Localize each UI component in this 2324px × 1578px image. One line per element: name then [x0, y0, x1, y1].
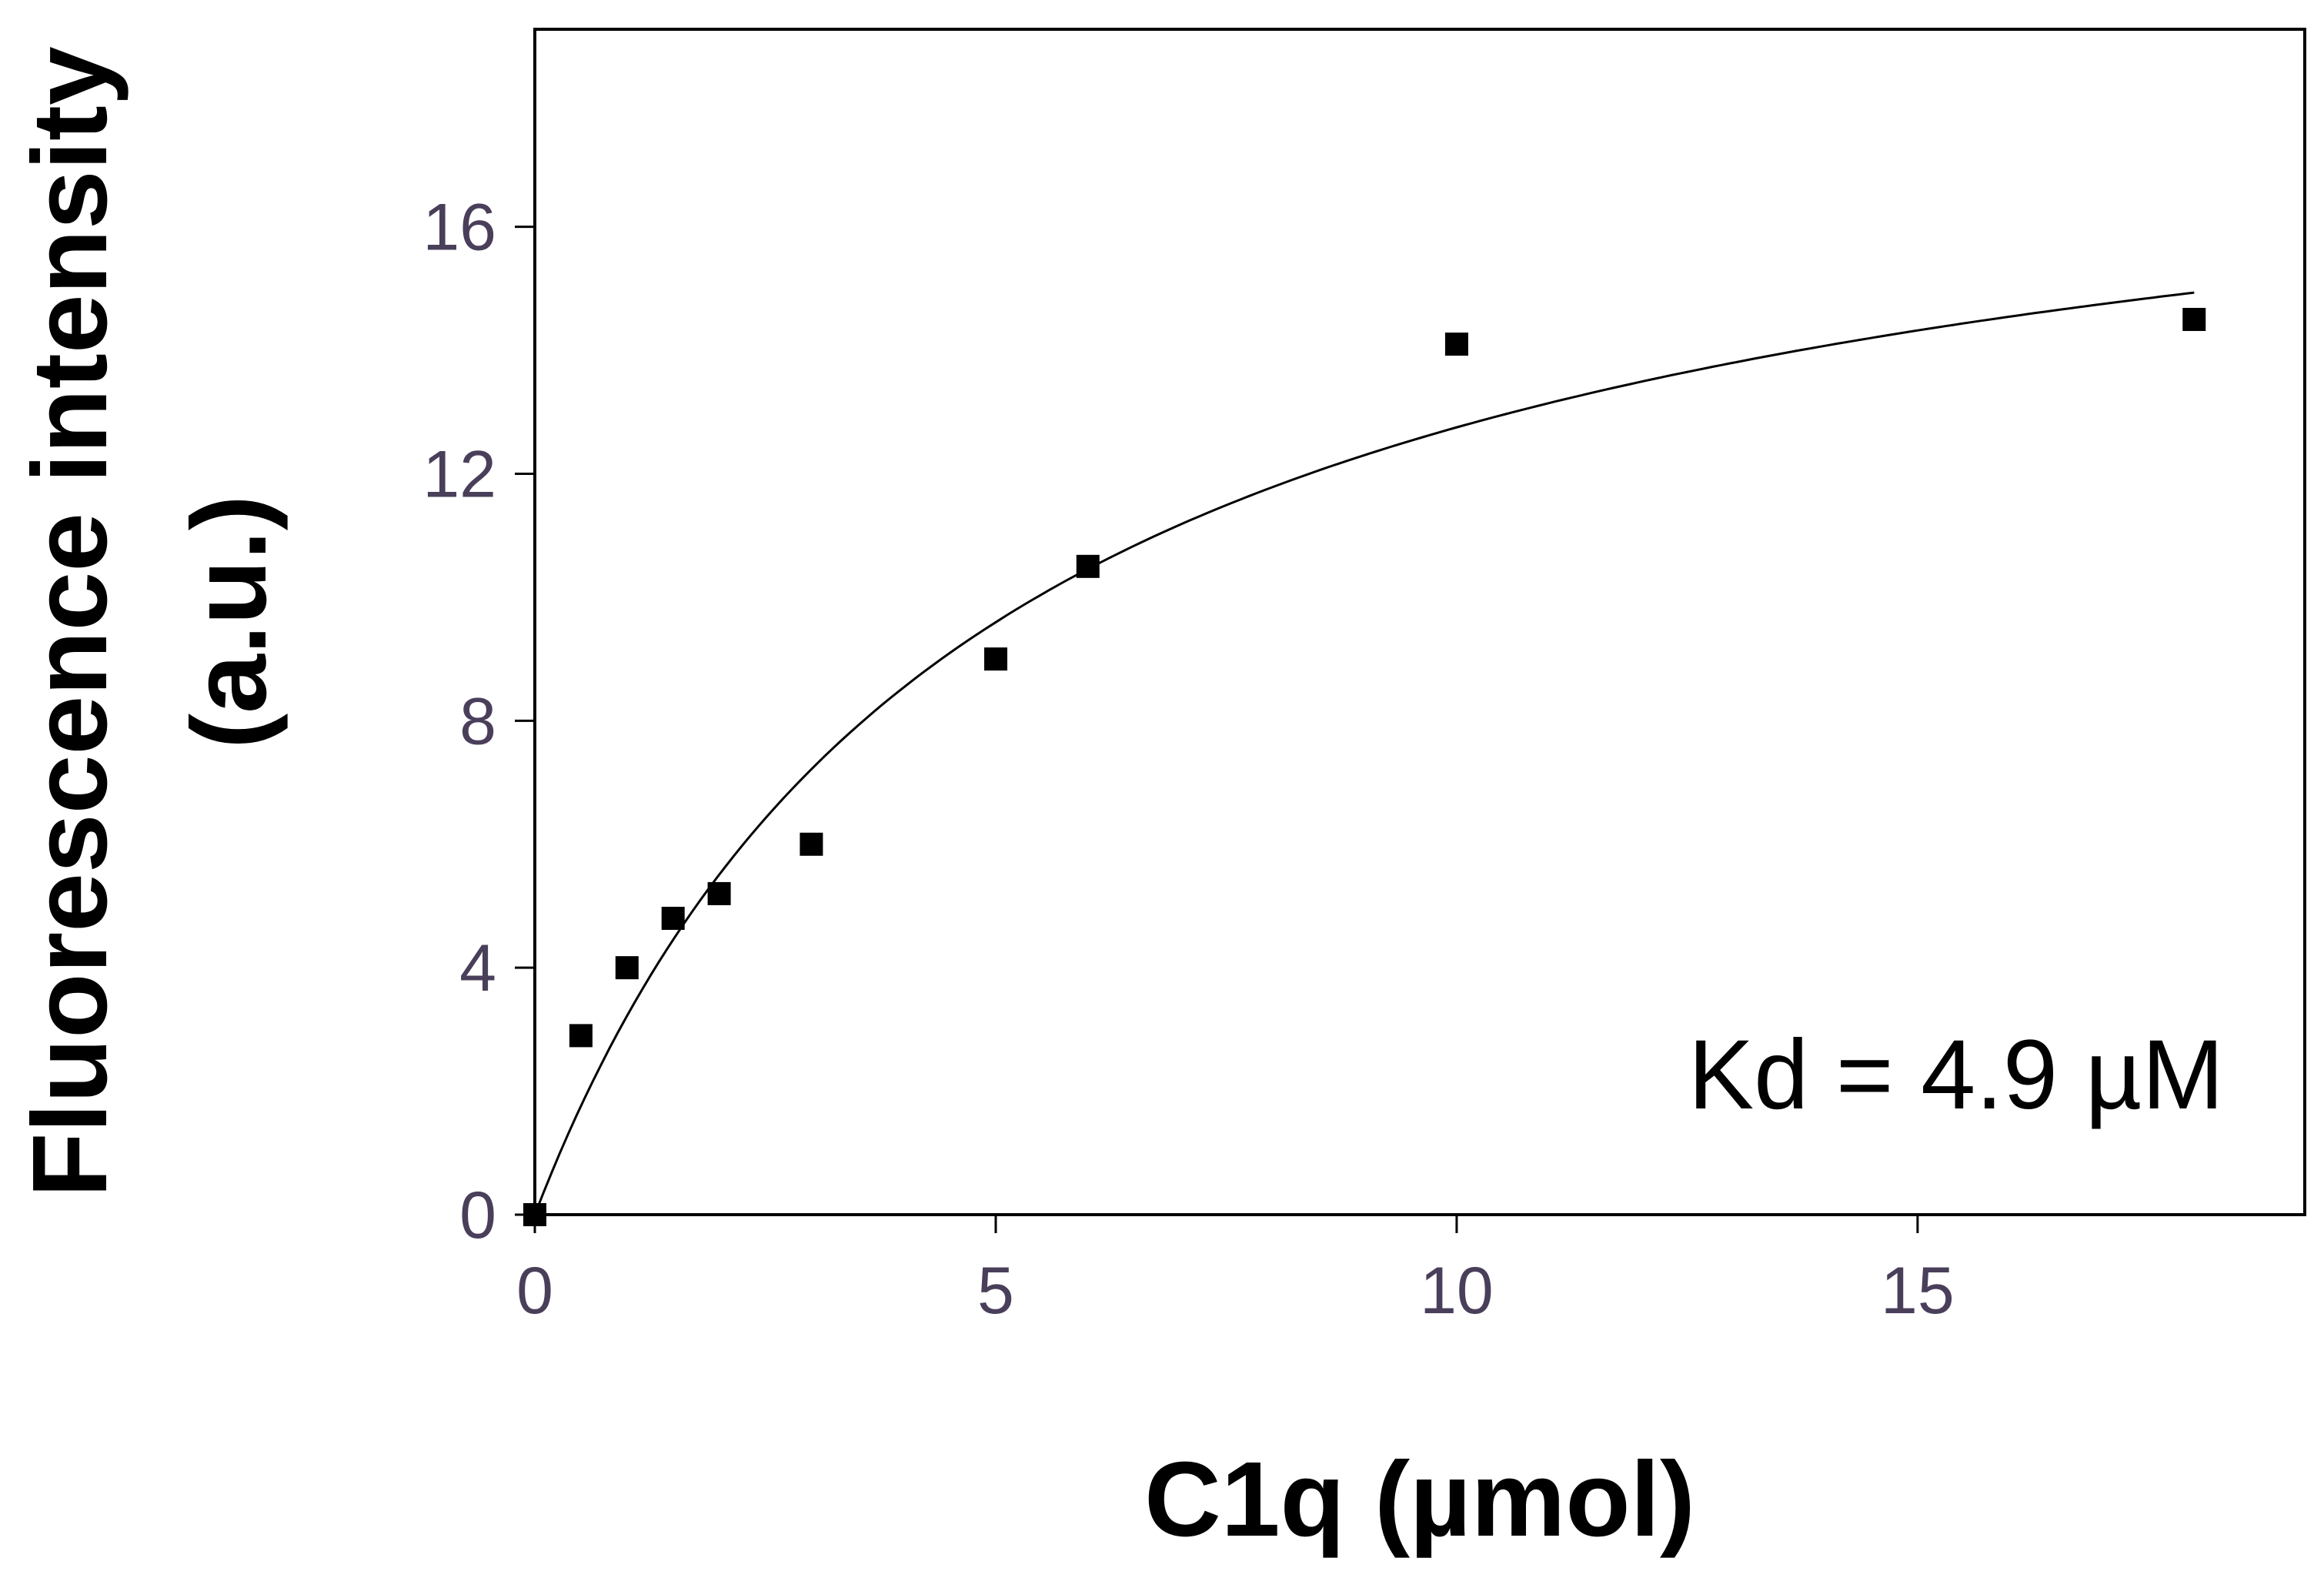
plot-frame [533, 28, 2306, 1216]
data-point [2182, 307, 2206, 331]
data-points [523, 307, 2206, 1226]
y-tick-label: 4 [459, 931, 496, 1005]
y-axis-title: Fluorescence intensity [11, 46, 129, 1198]
x-axis-title: C1q (µmol) [1144, 1440, 1695, 1559]
x-tick-label: 10 [1420, 1254, 1494, 1328]
x-axis-ticks: 0 5 10 15 [516, 1215, 1955, 1328]
kd-annotation: Kd = 4.9 µM [1688, 1020, 2224, 1130]
x-tick-label: 5 [977, 1254, 1014, 1328]
x-tick-label: 15 [1881, 1254, 1955, 1328]
data-point [523, 1203, 546, 1226]
data-point [1444, 333, 1468, 356]
x-tick-label: 0 [516, 1254, 553, 1328]
y-tick-label: 16 [422, 191, 496, 265]
y-tick-label: 12 [422, 438, 496, 512]
data-point [661, 907, 685, 930]
data-point [707, 881, 731, 905]
y-axis-unit: (a.u.) [170, 495, 289, 749]
data-point [1076, 554, 1100, 578]
data-point [569, 1024, 593, 1048]
data-point [615, 956, 639, 980]
data-point [983, 647, 1007, 671]
y-tick-label: 0 [459, 1178, 496, 1252]
y-tick-label: 8 [459, 684, 496, 758]
fit-curve [533, 291, 2195, 1215]
y-axis-ticks: 0 4 8 12 16 [422, 191, 535, 1252]
data-point [800, 832, 823, 856]
